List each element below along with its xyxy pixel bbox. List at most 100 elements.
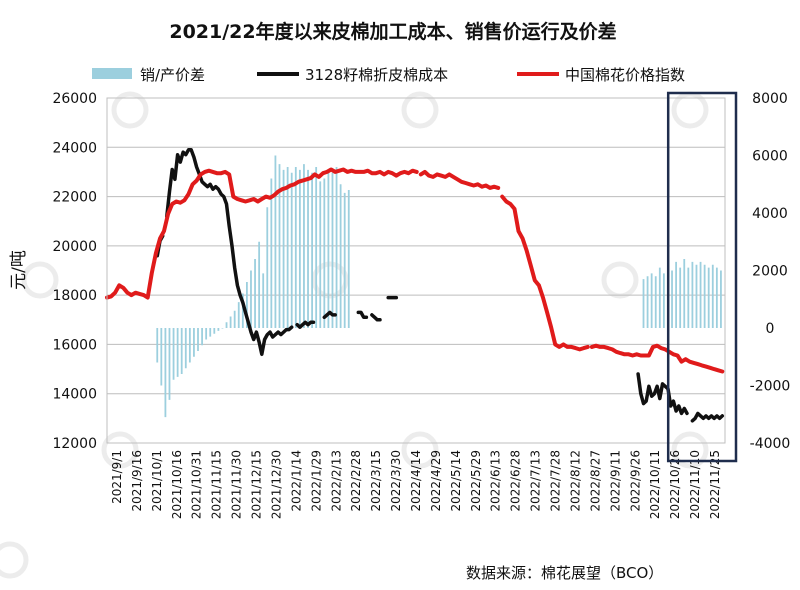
spread-bar <box>290 172 293 328</box>
spread-bar <box>225 322 228 328</box>
y-axis-label: 元/吨 <box>9 250 29 290</box>
plot-frame <box>106 97 726 444</box>
spread-bar <box>209 328 212 337</box>
x-tick-label: 2022/4/29 <box>429 450 443 512</box>
x-tick-label: 2022/11/10 <box>688 450 702 519</box>
spread-bar <box>270 178 273 328</box>
watermark-mark <box>601 261 639 299</box>
watermark-mark <box>111 91 149 129</box>
spread-bar <box>311 172 313 328</box>
y2-tick-label: 4000 <box>752 206 788 222</box>
spread-bar <box>303 164 305 328</box>
x-tick-label: 2022/8/27 <box>588 450 602 512</box>
spread-bar <box>282 169 285 328</box>
spread-bar <box>286 167 289 328</box>
legend-label: 3128籽棉折皮棉成本 <box>305 66 448 84</box>
y2-tick-label: 6000 <box>752 149 788 165</box>
spread-bar <box>213 328 216 334</box>
spread-bar <box>347 190 350 328</box>
spread-bar <box>654 276 657 328</box>
spread-bar <box>160 328 163 386</box>
spread-bar <box>221 328 224 329</box>
legend-label: 销/产价差 <box>140 66 205 84</box>
left-axis: 26000 24000 22000 20000 18000 16000 14000 12000 <box>52 91 97 452</box>
spread-bar <box>642 279 645 328</box>
spread-bar <box>176 328 179 377</box>
spread-bar <box>691 261 694 328</box>
y2-tick-label: 2000 <box>752 264 788 280</box>
spread-bar <box>298 169 301 328</box>
spread-bar <box>699 261 702 328</box>
x-tick-label: 2021/12/30 <box>269 450 283 519</box>
series-line-segment <box>690 411 725 423</box>
x-tick-label: 2022/1/14 <box>289 450 303 512</box>
y2-tick-label: 8000 <box>752 91 788 107</box>
spread-bar <box>172 328 175 380</box>
x-tick-label: 2022/10/11 <box>648 450 662 519</box>
spread-bar <box>184 328 187 369</box>
series-line-segment <box>500 194 590 352</box>
series-1 <box>155 148 725 423</box>
spread-bar <box>323 178 326 328</box>
x-tick-label: 2022/10/26 <box>668 450 682 519</box>
x-tick-label: 2021/11/15 <box>210 450 224 519</box>
spread-bar <box>201 328 203 346</box>
x-tick-label: 2022/7/28 <box>549 450 563 512</box>
series-line-segment <box>418 169 501 190</box>
series-line-segment <box>589 343 725 374</box>
spread-bar <box>687 267 690 328</box>
spread-bar <box>675 261 678 328</box>
spread-bar <box>650 273 653 328</box>
spread-bar <box>278 164 281 328</box>
spread-bar <box>646 276 649 328</box>
y2-tick-label: 0 <box>766 321 775 337</box>
spread-bar <box>237 302 240 328</box>
spread-bar <box>703 264 706 328</box>
y-tick-label: 26000 <box>52 91 97 107</box>
series-0 <box>156 155 722 418</box>
y-tick-label: 14000 <box>52 387 97 403</box>
y-tick-label: 18000 <box>52 288 97 304</box>
spread-bar <box>720 270 722 328</box>
right-axis: 8000 6000 4000 2000 0 -2000 -4000 <box>750 91 791 452</box>
legend: 销/产价差 3128籽棉折皮棉成本 中国棉花价格指数 <box>92 66 685 84</box>
x-tick-label: 2022/11/25 <box>708 450 722 519</box>
spread-bar <box>695 264 698 328</box>
x-tick-label: 2022/3/30 <box>389 450 403 512</box>
watermark-layer <box>0 91 709 579</box>
series-2 <box>105 167 725 374</box>
x-tick-label: 2021/9/16 <box>130 450 144 512</box>
x-tick-label: 2022/2/28 <box>349 450 363 512</box>
spread-bar <box>254 259 256 328</box>
series-line-segment <box>295 320 316 329</box>
x-tick-label: 2021/10/31 <box>190 450 204 519</box>
y-tick-label: 22000 <box>52 190 97 206</box>
spread-bar <box>229 316 232 328</box>
spread-bar <box>339 184 342 328</box>
x-tick-label: 2021/9/1 <box>110 450 124 504</box>
spread-bar <box>671 270 673 328</box>
watermark-mark <box>401 91 439 129</box>
spread-bar <box>180 328 183 374</box>
x-tick-label: 2021/10/1 <box>150 450 164 512</box>
spread-bar <box>250 270 252 328</box>
spread-bar <box>331 172 334 328</box>
watermark-mark <box>671 91 709 129</box>
spread-bar <box>711 264 714 328</box>
series-line-segment <box>356 310 369 320</box>
x-tick-label: 2022/3/15 <box>369 450 383 512</box>
spread-bar <box>319 181 322 328</box>
x-tick-label: 2022/5/29 <box>469 450 483 512</box>
spread-bar <box>683 259 686 328</box>
series-line-segment <box>636 372 689 416</box>
x-tick-label: 2022/5/14 <box>449 450 463 512</box>
y-tick-label: 16000 <box>52 337 97 353</box>
spread-bar <box>168 328 171 400</box>
spread-bar <box>262 273 265 328</box>
chart-title: 2021/22年度以来皮棉加工成本、销售价运行及价差 <box>169 20 616 43</box>
x-tick-label: 2022/6/13 <box>489 450 503 512</box>
source-note: 数据来源：棉花展望（BCO） <box>466 564 663 582</box>
x-tick-label: 2022/2/13 <box>329 450 343 512</box>
spread-bar <box>294 167 297 328</box>
spread-bar <box>205 328 208 340</box>
